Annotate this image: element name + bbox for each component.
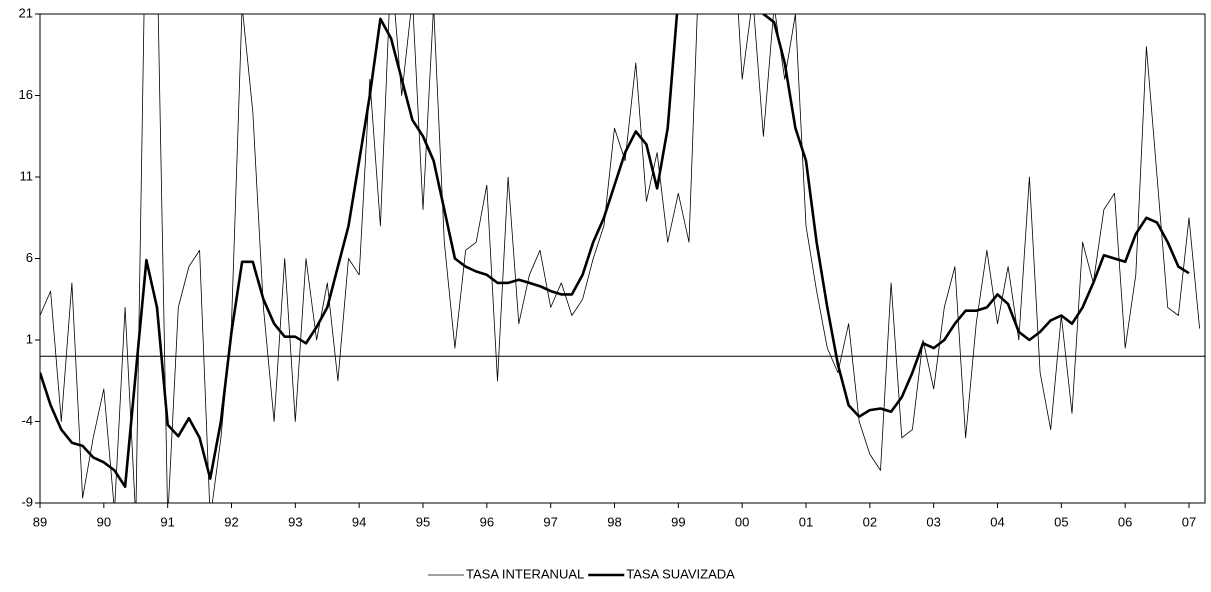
legend-label: TASA INTERANUAL (466, 566, 584, 581)
x-tick-label: 90 (97, 514, 111, 529)
x-tick-label: 01 (799, 514, 813, 529)
x-tick-label: 97 (543, 514, 557, 529)
x-tick-label: 06 (1118, 514, 1132, 529)
y-tick-label: 11 (20, 168, 34, 183)
x-tick-label: 02 (863, 514, 877, 529)
x-tick-label: 96 (480, 514, 494, 529)
y-tick-label: -4 (21, 413, 33, 428)
y-tick-label: 21 (19, 5, 33, 20)
x-tick-label: 03 (926, 514, 940, 529)
legend-label: TASA SUAVIZADA (626, 566, 735, 581)
plot (40, 14, 1200, 503)
x-tick-label: 04 (990, 514, 1004, 529)
plot-area (39, 13, 1206, 504)
x-tick-label: 91 (160, 514, 174, 529)
x-tick-label: 07 (1182, 514, 1196, 529)
x-tick-label: 93 (288, 514, 302, 529)
x-tick-label: 98 (607, 514, 621, 529)
y-tick-label: 6 (26, 250, 33, 265)
x-tick-label: 00 (735, 514, 749, 529)
x-tick-label: 99 (671, 514, 685, 529)
x-tick-label: 05 (1054, 514, 1068, 529)
x-tick-label: 95 (416, 514, 430, 529)
series-line (40, 14, 1190, 488)
y-tick-label: 1 (26, 331, 33, 346)
x-tick-label: 89 (33, 514, 47, 529)
y-tick-label: -9 (21, 494, 33, 509)
series-line (40, 14, 1200, 503)
x-tick-label: 92 (224, 514, 238, 529)
y-tick-label: 16 (19, 87, 33, 102)
x-tick-label: 94 (352, 514, 366, 529)
